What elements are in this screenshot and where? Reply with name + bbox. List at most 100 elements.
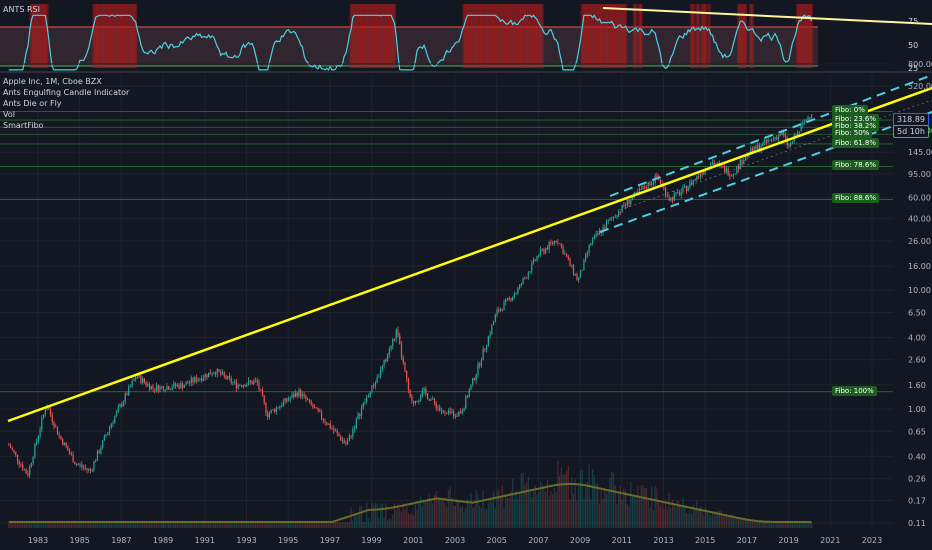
rsi-overbought-zone bbox=[737, 4, 741, 68]
candles[interactable] bbox=[8, 113, 813, 479]
candle-body bbox=[652, 182, 655, 184]
volume-bar bbox=[133, 522, 135, 528]
volume-bar bbox=[326, 522, 328, 528]
volume-bar bbox=[784, 522, 787, 528]
candle-body bbox=[552, 242, 554, 244]
volume-bar bbox=[447, 489, 450, 528]
volume-bar bbox=[402, 503, 404, 528]
candle-body bbox=[199, 378, 201, 380]
volume-bar bbox=[336, 522, 338, 528]
volume-bar bbox=[590, 499, 592, 528]
rsi-overbought-zone bbox=[540, 4, 544, 68]
indicator-smartfibo[interactable]: SmartFibo bbox=[3, 121, 44, 130]
volume-bar bbox=[783, 522, 785, 528]
rsi-overbought-zone bbox=[639, 4, 643, 68]
volume-bar bbox=[340, 522, 342, 528]
candle-body bbox=[298, 389, 300, 397]
candle-body bbox=[724, 166, 726, 173]
time-tick-label: 2001 bbox=[403, 536, 423, 545]
indicator-engulfing[interactable]: Ants Engulfing Candle Indicator bbox=[3, 88, 130, 97]
candle-body bbox=[89, 469, 92, 471]
candle-body bbox=[647, 182, 649, 189]
candle-body bbox=[185, 382, 187, 386]
rsi-overbought-zone bbox=[116, 4, 120, 68]
volume-bar bbox=[579, 470, 582, 528]
time-axis[interactable]: 1983 1985 1987 1989 1991 1993 1995 1997 1999 2001… bbox=[28, 536, 882, 545]
rsi-overbought-zone bbox=[603, 4, 607, 68]
rsi-overbought-zone bbox=[42, 4, 46, 68]
candle-body bbox=[779, 135, 781, 137]
volume-bar bbox=[331, 522, 333, 528]
candle-body bbox=[743, 160, 745, 165]
candle-body bbox=[755, 146, 757, 150]
candle-body bbox=[527, 272, 529, 278]
candle-body bbox=[261, 390, 264, 396]
price-axis[interactable]: 800.00520.00220.00145.0095.0060.0040.002… bbox=[908, 60, 932, 528]
volume-bar bbox=[225, 522, 227, 528]
candle-body bbox=[494, 314, 496, 322]
rsi-overbought-zone bbox=[132, 4, 136, 68]
candle-body bbox=[249, 380, 251, 382]
volume-bar bbox=[300, 522, 302, 528]
rsi-overbought-zone bbox=[476, 4, 480, 68]
volume-bar bbox=[197, 522, 199, 528]
candle-body bbox=[461, 411, 463, 414]
candle-body bbox=[453, 411, 455, 416]
candle-body bbox=[581, 269, 583, 271]
volume-bar bbox=[293, 522, 295, 528]
candle-body bbox=[220, 371, 222, 375]
volume-bar bbox=[369, 521, 371, 528]
rsi-overbought-zone bbox=[488, 4, 492, 68]
candle-body bbox=[691, 181, 693, 185]
price-tick-label: 520.00 bbox=[908, 82, 932, 91]
volume-bar bbox=[673, 503, 675, 528]
candle-body bbox=[60, 435, 62, 439]
candle-body bbox=[201, 378, 203, 381]
candle-body bbox=[88, 469, 90, 471]
volume-bar bbox=[294, 522, 297, 528]
volume-bar bbox=[270, 522, 272, 528]
candle-body bbox=[649, 182, 651, 186]
rsi-overbought-zone bbox=[497, 4, 501, 68]
volume-bar bbox=[718, 510, 721, 528]
candle-body bbox=[82, 466, 85, 468]
rsi-overbought-zone bbox=[94, 4, 98, 68]
candle-body bbox=[168, 386, 170, 390]
candle-body bbox=[736, 166, 738, 174]
candle-body bbox=[725, 168, 728, 173]
rsi-overbought-zone bbox=[596, 4, 600, 68]
candle-body bbox=[289, 397, 291, 400]
volume-bar bbox=[708, 513, 710, 528]
volume-bar bbox=[82, 522, 85, 528]
volume-bar bbox=[734, 518, 736, 528]
volume-bar bbox=[697, 509, 700, 528]
volume-bar bbox=[419, 496, 422, 528]
volume-bar bbox=[652, 509, 655, 528]
volume-bar bbox=[141, 522, 144, 528]
candle-body bbox=[225, 375, 227, 379]
candle-body bbox=[44, 410, 46, 415]
volume-bar bbox=[491, 501, 493, 528]
candle-body bbox=[555, 240, 557, 243]
candle-body bbox=[327, 423, 330, 425]
candle-body bbox=[183, 385, 185, 388]
candle-body bbox=[701, 174, 703, 176]
volume-bar bbox=[195, 522, 198, 528]
volume-bar bbox=[492, 491, 495, 528]
symbol-title[interactable]: Apple Inc, 1M, Cboe BZX bbox=[3, 77, 102, 86]
indicator-die-or-fly[interactable]: Ants Die or Fly bbox=[3, 99, 62, 108]
candle-body bbox=[11, 448, 13, 450]
volume-bar bbox=[732, 515, 734, 528]
indicator-vol[interactable]: Vol bbox=[3, 110, 15, 119]
candle-body bbox=[694, 179, 696, 181]
volume-bar bbox=[253, 522, 255, 528]
volume-bar bbox=[173, 522, 175, 528]
rsi-overbought-zone bbox=[483, 4, 487, 68]
volume-bar bbox=[274, 522, 276, 528]
volume-bar bbox=[223, 522, 225, 528]
volume-bar bbox=[473, 507, 476, 528]
rsi-overbought-zones bbox=[29, 4, 814, 68]
rsi-overbought-zone bbox=[365, 4, 369, 68]
candle-body bbox=[143, 378, 145, 383]
